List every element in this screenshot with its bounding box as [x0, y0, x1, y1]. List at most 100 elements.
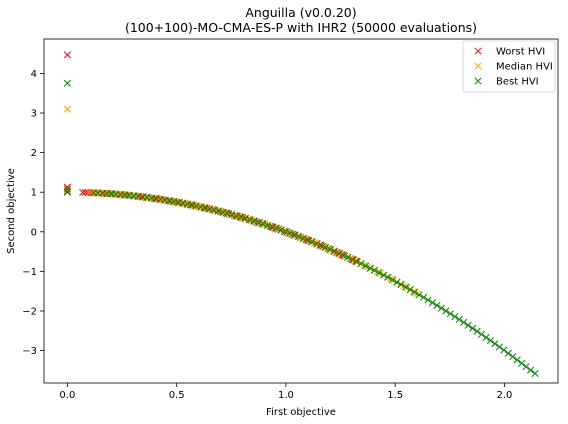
x-tick-label: 0.0	[59, 390, 75, 401]
best-hvi-point	[362, 262, 370, 270]
x-tick-label: 1.5	[387, 390, 403, 401]
best-hvi-point	[268, 223, 276, 231]
best-hvi-point	[455, 315, 463, 324]
best-hvi-point	[388, 276, 396, 284]
best-hvi-point	[241, 214, 249, 222]
best-hvi-point	[304, 236, 312, 244]
best-hvi-point	[451, 313, 459, 321]
median-hvi-point	[95, 189, 103, 197]
median-hvi-point	[92, 189, 100, 197]
y-tick-label: 0	[31, 227, 37, 238]
worst-hvi-point	[63, 51, 71, 59]
best-hvi-point	[397, 281, 405, 289]
best-hvi-point	[402, 283, 410, 291]
best-hvi-point	[237, 213, 245, 221]
best-hvi-point	[232, 212, 240, 220]
y-tick-label: 4	[31, 69, 37, 80]
best-hvi-point	[420, 293, 428, 301]
median-hvi-legend-marker	[474, 62, 482, 70]
axis-ticks: 0.0 0.5 1.0 1.5 2.0 −3 −2 −1 0 1 2 3 4	[22, 69, 512, 401]
best-hvi-point	[509, 353, 517, 361]
best-hvi-point	[219, 208, 227, 216]
median-hvi-point	[413, 289, 421, 298]
median-hvi-point	[63, 105, 71, 113]
best-hvi-point	[348, 255, 356, 264]
best-hvi-point	[464, 321, 472, 329]
y-tick-label: 1	[31, 188, 37, 199]
y-tick-label: 2	[31, 148, 37, 159]
best-hvi-point	[63, 185, 71, 193]
legend-box	[462, 40, 556, 93]
best-hvi-point	[486, 337, 495, 345]
best-hvi-point	[188, 201, 196, 209]
best-hvi-point	[370, 266, 379, 274]
best-hvi-point	[223, 209, 231, 217]
y-tick-label: 3	[31, 109, 37, 120]
best-hvi-point	[442, 307, 450, 315]
worst-hvi-legend-label: Worst HVI	[496, 47, 545, 58]
best-hvi-point	[313, 240, 321, 248]
best-hvi-point	[415, 291, 423, 299]
best-hvi-point	[411, 288, 419, 296]
best-hvi-point	[281, 228, 289, 236]
legend: Worst HVI Median HVI Best HVI	[462, 40, 556, 93]
best-hvi-point	[460, 318, 468, 326]
best-hvi-point	[446, 310, 454, 318]
best-hvi-point	[424, 296, 432, 304]
best-hvi-point	[210, 206, 218, 214]
y-tick-label: −3	[22, 346, 37, 357]
chart-title-line2: (100+100)-MO-CMA-ES-P with IHR2 (50000 e…	[125, 20, 477, 35]
y-tick-label: −1	[22, 267, 37, 278]
median-hvi-point	[102, 189, 110, 197]
best-hvi-point	[205, 205, 214, 213]
plot-frame	[43, 38, 559, 384]
worst-hvi-point	[217, 208, 225, 216]
best-hvi-point	[473, 327, 481, 335]
best-hvi-point	[214, 207, 223, 215]
best-hvi-point	[366, 264, 374, 272]
best-hvi-legend-marker	[474, 77, 482, 85]
x-axis-label: First objective	[266, 407, 336, 418]
best-hvi-point	[259, 220, 267, 228]
best-hvi-point	[500, 346, 508, 354]
worst-hvi-point	[63, 187, 71, 195]
best-hvi-point	[246, 216, 254, 224]
y-axis-label: Second objective	[6, 168, 17, 254]
data-points	[63, 51, 539, 378]
best-hvi-point	[250, 217, 258, 225]
best-hvi-point	[63, 79, 71, 87]
best-hvi-point	[518, 359, 526, 367]
median-hvi-point	[105, 190, 113, 198]
best-hvi-point	[326, 245, 334, 253]
best-hvi-point	[299, 234, 307, 242]
best-hvi-point	[272, 224, 280, 232]
best-hvi-point	[277, 226, 285, 234]
best-hvi-point	[308, 238, 316, 246]
best-hvi-point	[317, 241, 325, 250]
best-hvi-point	[335, 249, 343, 257]
worst-hvi-legend-marker	[474, 47, 482, 55]
best-hvi-point	[531, 369, 539, 378]
best-hvi-point	[482, 333, 490, 342]
best-hvi-point	[183, 200, 191, 208]
chart-title-line1: Anguilla (v0.0.20)	[245, 5, 356, 20]
best-hvi-point	[379, 271, 387, 279]
best-hvi-point	[63, 188, 71, 196]
best-hvi-point	[513, 356, 521, 364]
best-hvi-point	[406, 286, 414, 294]
best-hvi-point	[469, 324, 477, 332]
best-hvi-point	[527, 366, 535, 374]
best-hvi-point	[384, 273, 392, 281]
best-hvi-point	[321, 243, 330, 251]
median-hvi-point	[88, 189, 97, 197]
best-hvi-point	[357, 260, 365, 268]
best-hvi-point	[255, 218, 263, 227]
best-hvi-point	[522, 363, 530, 371]
best-hvi-point	[491, 340, 499, 348]
best-hvi-point	[375, 269, 383, 277]
best-hvi-point	[201, 204, 209, 212]
x-tick-label: 2.0	[497, 390, 513, 401]
x-tick-label: 1.0	[278, 390, 294, 401]
median-hvi-legend-label: Median HVI	[496, 62, 553, 73]
best-hvi-point	[228, 211, 236, 219]
